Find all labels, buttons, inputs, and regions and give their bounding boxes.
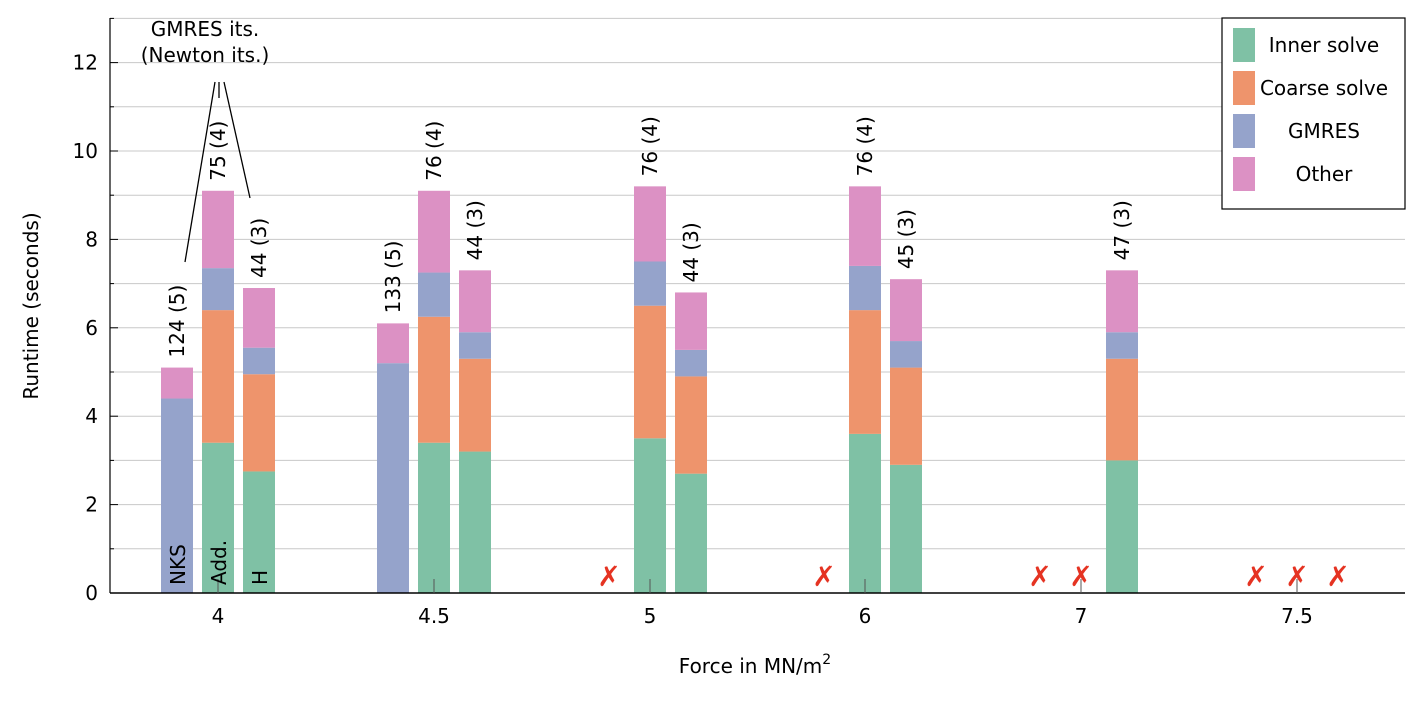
bar-segment-coarse-solve: [202, 310, 234, 443]
x-axis-title: Force in MN/m2: [679, 652, 831, 678]
bar-labels: 124 (5) 75 (4) 44 (3) 133 (5) 76 (4) 44 (3) 76…: [165, 116, 1134, 585]
iteration-label: 133 (5): [381, 241, 405, 314]
bar-segment-other: [634, 186, 666, 262]
bar-segment-inner-solve: [890, 464, 922, 593]
grid-lines: [110, 17, 1405, 550]
x-tick-label: 7: [1075, 604, 1088, 628]
bar-segment-inner-solve: [849, 433, 881, 593]
bar-segment-other: [377, 323, 409, 364]
bar-segment-other: [890, 279, 922, 342]
iteration-label: 44 (3): [463, 200, 487, 260]
legend-label: Other: [1296, 162, 1354, 186]
iteration-label: 76 (4): [638, 116, 662, 176]
annotation-line-2: (Newton its.): [141, 43, 270, 67]
bar-segment-gmres: [849, 265, 881, 311]
annotation-pointer: [184, 81, 216, 263]
bar-segment-inner-solve: [243, 471, 275, 593]
y-tick-label: 12: [73, 51, 98, 75]
x-tick-label: 6: [859, 604, 872, 628]
y-tick-label: 0: [85, 581, 98, 605]
legend-label: GMRES: [1288, 119, 1360, 143]
y-tick-label: 4: [85, 404, 98, 428]
bar-segment-inner-solve: [634, 438, 666, 593]
iteration-label: 44 (3): [247, 218, 271, 278]
iteration-label: 44 (3): [679, 222, 703, 282]
annotation: GMRES its.(Newton its.): [141, 17, 270, 263]
legend-swatch: [1233, 28, 1255, 62]
bar-segment-inner-solve: [459, 451, 491, 593]
iteration-label: 47 (3): [1110, 200, 1134, 260]
failed-mark: ✗: [1244, 560, 1267, 593]
bar-segment-coarse-solve: [849, 310, 881, 434]
bar-segment-other: [849, 186, 881, 266]
bar-segment-coarse-solve: [634, 305, 666, 439]
bar-segment-gmres: [634, 261, 666, 306]
bar-segment-coarse-solve: [675, 376, 707, 474]
bar-segment-other: [1106, 270, 1138, 333]
y-tick-label: 8: [85, 227, 98, 251]
bar-segment-gmres: [202, 268, 234, 311]
legend-swatch: [1233, 157, 1255, 191]
bar-segment-inner-solve: [675, 473, 707, 593]
solver-label: H: [248, 570, 272, 585]
bar-segment-other: [161, 367, 193, 399]
x-tick-label: 4: [212, 604, 225, 628]
iteration-label: 75 (4): [206, 121, 230, 181]
annotation-pointer: [223, 81, 251, 199]
y-tick-label: 6: [85, 316, 98, 340]
iteration-label: 45 (3): [894, 209, 918, 269]
failed-mark: ✗: [1326, 560, 1349, 593]
y-axis-title: Runtime (seconds): [19, 212, 43, 399]
y-tick-label: 2: [85, 493, 98, 517]
bar-segment-inner-solve: [418, 442, 450, 593]
annotation-line-1: GMRES its.: [151, 17, 260, 41]
bar-segment-other: [243, 288, 275, 348]
bar-segment-other: [459, 270, 491, 333]
iteration-label: 76 (4): [422, 121, 446, 181]
solver-label: Add.: [207, 540, 231, 585]
y-tick-label: 10: [73, 139, 98, 163]
bar-segment-inner-solve: [1106, 460, 1138, 593]
bar-segment-gmres: [418, 272, 450, 317]
bar-segment-other: [675, 292, 707, 350]
bar-segment-other: [202, 190, 234, 269]
bar-segment-other: [418, 190, 450, 273]
bar-segment-gmres: [675, 349, 707, 377]
failed-mark: ✗: [812, 560, 835, 593]
bar-segment-gmres: [890, 341, 922, 368]
bar-segment-gmres: [459, 332, 491, 359]
solver-label: NKS: [166, 544, 190, 585]
iteration-label: 124 (5): [165, 285, 189, 358]
bar-segment-gmres: [243, 347, 275, 375]
iteration-label: 76 (4): [853, 116, 877, 176]
bar-segment-coarse-solve: [890, 367, 922, 465]
x-tick-label: 4.5: [418, 604, 450, 628]
bar-segment-gmres: [161, 398, 193, 593]
bar-segment-coarse-solve: [459, 358, 491, 452]
bar-segment-gmres: [377, 363, 409, 593]
failed-mark: ✗: [1028, 560, 1051, 593]
failed-mark: ✗: [1069, 560, 1092, 593]
legend-swatch: [1233, 114, 1255, 148]
x-tick-label: 7.5: [1281, 604, 1313, 628]
legend: Inner solve Coarse solve GMRES Other: [1221, 17, 1406, 210]
x-tick-label: 5: [644, 604, 657, 628]
bar-segment-inner-solve: [202, 442, 234, 593]
legend-label: Inner solve: [1269, 33, 1380, 57]
bar-segment-coarse-solve: [1106, 358, 1138, 461]
bar-segment-coarse-solve: [243, 374, 275, 472]
legend-swatch: [1233, 71, 1255, 105]
bar-segment-gmres: [1106, 332, 1138, 359]
failed-mark: ✗: [597, 560, 620, 593]
legend-label: Coarse solve: [1260, 76, 1388, 100]
bars-group: ✗ ✗ ✗ ✗ ✗ ✗ ✗: [161, 186, 1350, 593]
bar-segment-coarse-solve: [418, 316, 450, 443]
failed-mark: ✗: [1285, 560, 1308, 593]
axes: 0 2 4 6 8 10 12 4 4.5 5 6 7 7.5 Force in MN/m2 Runtime…: [19, 17, 1405, 678]
